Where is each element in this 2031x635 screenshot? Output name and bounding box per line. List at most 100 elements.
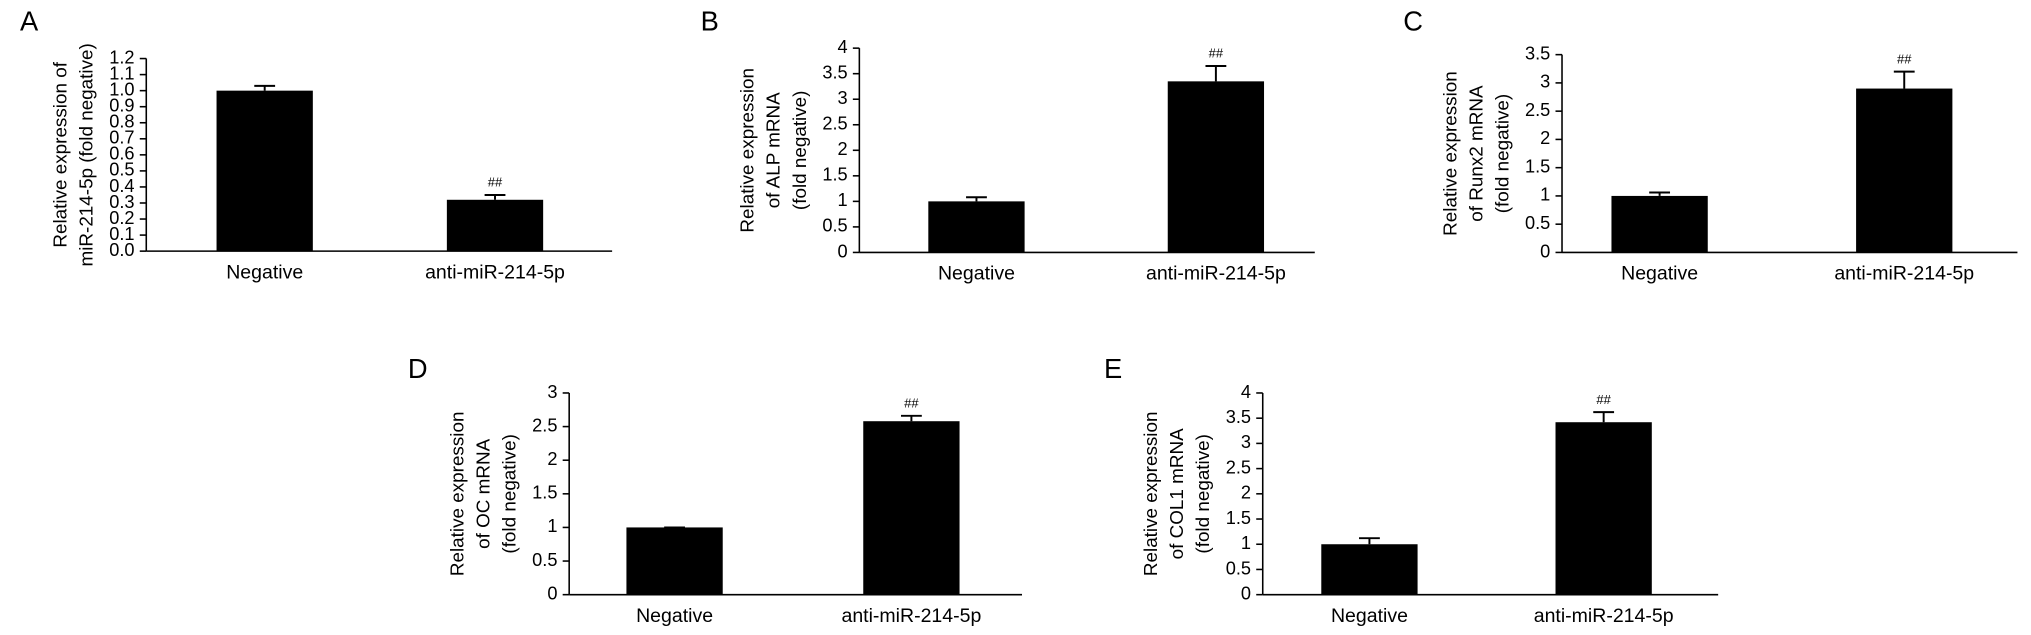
y-tick-label: 1.2: [109, 47, 134, 67]
y-tick-label: 3.5: [1226, 407, 1251, 427]
panel-label: B: [701, 6, 719, 37]
y-tick-label: 1: [1540, 185, 1550, 205]
annotation: ##: [904, 396, 919, 411]
bar: [216, 90, 313, 252]
annotation: ##: [1209, 46, 1224, 61]
y-tick-label: 1.0: [109, 79, 134, 99]
y-tick-label: 3.5: [1525, 43, 1550, 63]
error-bar: [1593, 411, 1615, 423]
y-tick-label: 0.9: [109, 96, 134, 116]
y-tick-label: 0.0: [109, 240, 134, 260]
y-tick-label: 0.5: [109, 160, 134, 180]
y-tick-label: 0.5: [822, 216, 847, 236]
x-tick-label: anti-miR-214-5p: [1834, 263, 1974, 285]
y-tick-label: 0.1: [109, 224, 134, 244]
y-axis-label: of ALP mRNA: [763, 92, 784, 208]
bar: [1856, 88, 1953, 253]
x-tick-label: anti-miR-214-5p: [425, 261, 565, 283]
chart-panel: B Relative expression of ALP mRNA (fold neg…: [701, 6, 1315, 285]
y-tick-label: 1: [838, 190, 848, 210]
y-tick-label: 2.5: [532, 415, 557, 435]
y-tick-label: 0.5: [1525, 213, 1550, 233]
y-tick-label: 3: [838, 88, 848, 108]
y-tick-label: 3: [547, 382, 557, 402]
y-tick-label: 1: [547, 516, 557, 536]
panel-label: E: [1104, 353, 1122, 384]
y-tick-label: 4: [838, 37, 848, 57]
x-tick-label: Negative: [1331, 605, 1408, 627]
y-tick-label: 0.2: [109, 208, 134, 228]
y-tick-label: 0.4: [109, 176, 134, 196]
bar: [626, 527, 723, 595]
y-axis-label: (fold negative): [1491, 94, 1512, 214]
x-tick-label: anti-miR-214-5p: [841, 605, 981, 627]
bar: [1555, 422, 1652, 595]
y-tick-label: 1.5: [1226, 508, 1251, 528]
x-tick-label: Negative: [1621, 263, 1698, 285]
y-tick-label: 0: [1540, 241, 1550, 261]
chart-panel: D Relative expression of OC mRNA (fold nega…: [408, 353, 1023, 627]
y-tick-label: 4: [1241, 382, 1251, 402]
y-axis-label: (fold negative): [789, 91, 810, 211]
chart-panel: C Relative expression of Runx2 mRNA (fold n…: [1403, 6, 2018, 285]
panel-label: D: [408, 353, 428, 384]
chart-panel: E Relative expression of COL1 mRNA (fold ne…: [1104, 353, 1719, 627]
y-axis-label: Relative expression of: [50, 61, 71, 247]
annotation: ##: [1596, 392, 1611, 407]
error-bar: [1205, 65, 1227, 82]
y-tick-label: 3: [1241, 432, 1251, 452]
chart-panel: A Relative expression of miR-214-5p (fold …: [20, 6, 613, 283]
y-tick-label: 3: [1540, 72, 1550, 92]
y-tick-label: 2: [838, 139, 848, 159]
error-bar: [484, 193, 506, 200]
bar: [446, 199, 544, 252]
y-tick-label: 1.5: [532, 483, 557, 503]
error-bar: [1649, 191, 1671, 196]
bar: [1167, 81, 1265, 253]
x-tick-label: anti-miR-214-5p: [1534, 605, 1674, 627]
y-tick-label: 2.5: [1226, 457, 1251, 477]
annotation: ##: [488, 175, 503, 190]
y-tick-label: 1.1: [109, 63, 134, 83]
y-tick-label: 1.5: [822, 165, 847, 185]
y-tick-label: 2: [1241, 483, 1251, 503]
y-tick-label: 0: [838, 241, 848, 261]
x-tick-label: anti-miR-214-5p: [1146, 263, 1286, 285]
bar: [1611, 195, 1708, 253]
panel-label: A: [20, 6, 39, 37]
y-tick-label: 0: [547, 583, 557, 603]
x-tick-label: Negative: [938, 263, 1015, 285]
error-bar: [966, 196, 987, 202]
y-axis-label: Relative expression: [1439, 71, 1460, 236]
y-tick-label: 0.5: [1226, 558, 1251, 578]
y-axis-label: miR-214-5p (fold negative): [76, 43, 97, 266]
error-bar: [1893, 70, 1915, 89]
y-axis-label: of OC mRNA: [473, 438, 494, 548]
y-tick-label: 2: [1540, 128, 1550, 148]
y-tick-label: 0.5: [532, 550, 557, 570]
y-axis-label: of COL1 mRNA: [1166, 428, 1187, 559]
y-tick-label: 0.8: [109, 112, 134, 132]
y-axis-label: Relative expression: [1140, 412, 1161, 577]
y-tick-label: 0.7: [109, 128, 134, 148]
bar: [928, 201, 1025, 253]
y-tick-label: 1.5: [1525, 156, 1550, 176]
error-bar: [254, 84, 276, 91]
y-tick-label: 2.5: [1525, 100, 1550, 120]
y-tick-label: 2: [547, 449, 557, 469]
error-bar: [900, 414, 922, 422]
y-tick-label: 0.3: [109, 192, 134, 212]
y-tick-label: 2.5: [822, 114, 847, 134]
annotation: ##: [1897, 51, 1912, 66]
bar: [863, 421, 960, 595]
y-tick-label: 1: [1241, 533, 1251, 553]
y-tick-label: 0: [1241, 583, 1251, 603]
bar: [1321, 544, 1418, 595]
y-axis-label: of Runx2 mRNA: [1465, 85, 1486, 222]
panel-label: C: [1403, 6, 1423, 37]
y-tick-label: 0.6: [109, 144, 134, 164]
y-axis-label: (fold negative): [1192, 434, 1213, 554]
error-bar: [1359, 537, 1380, 545]
x-tick-label: Negative: [636, 605, 713, 627]
